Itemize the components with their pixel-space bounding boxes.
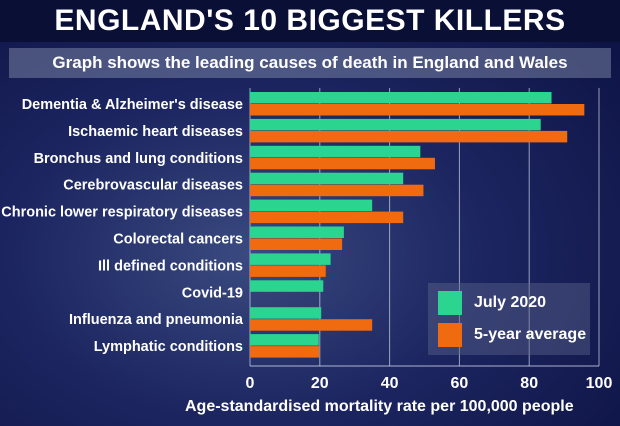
bar-5-year-average (250, 238, 343, 250)
category-label: Ischaemic heart diseases (68, 124, 243, 140)
bar-july-2020 (250, 172, 404, 185)
bar-5-year-average (250, 211, 404, 224)
bar-july-2020 (250, 145, 421, 158)
bar-5-year-average (250, 184, 424, 197)
legend: July 2020 5-year average (428, 283, 590, 355)
legend-swatch (438, 323, 462, 347)
legend-item-5-year-average: 5-year average (438, 323, 586, 347)
legend-item-july-2020: July 2020 (438, 291, 546, 315)
bar-5-year-average (250, 104, 585, 116)
bar-5-year-average (250, 157, 435, 170)
bar-july-2020 (250, 307, 322, 319)
bar-july-2020 (250, 199, 373, 212)
x-tick-label: 100 (586, 375, 613, 392)
category-label: Influenza and pneumonia (69, 312, 244, 328)
x-tick-label: 0 (246, 375, 255, 392)
x-tick-label: 60 (451, 375, 469, 392)
legend-label: July 2020 (474, 294, 547, 311)
bar-5-year-average (250, 346, 320, 358)
chart-title: ENGLAND'S 10 BIGGEST KILLERS (0, 0, 620, 42)
bar-5-year-average (250, 265, 326, 277)
category-label: Lymphatic conditions (94, 339, 243, 355)
x-tick-label: 80 (520, 375, 538, 392)
bar-july-2020 (250, 118, 541, 131)
bar-july-2020 (250, 334, 319, 346)
x-axis-label: Age-standardised mortality rate per 100,… (185, 398, 574, 415)
category-label: Cerebrovascular diseases (63, 178, 243, 194)
chart-subtitle: Graph shows the leading causes of death … (9, 48, 611, 78)
legend-swatch (438, 291, 462, 315)
category-label: Dementia & Alzheimer's disease (22, 97, 243, 113)
bar-july-2020 (250, 253, 331, 265)
category-label: Bronchus and lung conditions (34, 151, 243, 167)
bar-july-2020 (250, 92, 552, 104)
legend-label: 5-year average (474, 326, 587, 343)
x-tick-label: 40 (381, 375, 399, 392)
category-label: Colorectal cancers (113, 232, 243, 248)
bar-july-2020 (250, 280, 324, 292)
category-label: Ill defined conditions (98, 258, 243, 274)
category-label: Covid-19 (182, 285, 243, 301)
bar-july-2020 (250, 226, 344, 238)
category-label: Chronic lower respiratory diseases (1, 205, 243, 221)
bar-5-year-average (250, 130, 568, 143)
x-tick-label: 20 (311, 375, 329, 392)
bar-5-year-average (250, 319, 373, 331)
